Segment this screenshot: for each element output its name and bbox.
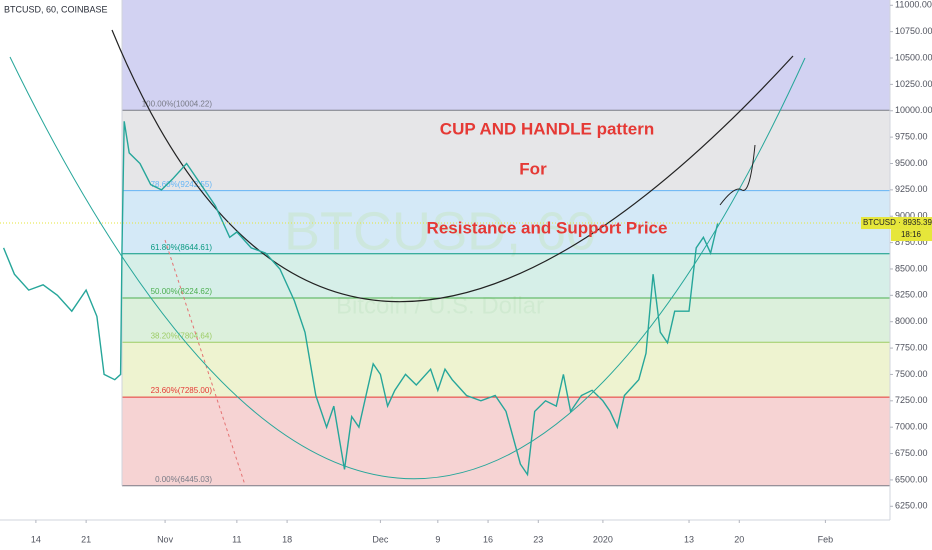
watermark: BTCUSD, 60 (284, 201, 596, 261)
y-tick-label: 9500.00 (895, 158, 928, 168)
fib-bands (122, 0, 891, 486)
handle-sketch (719, 144, 756, 206)
fib-band (122, 342, 891, 398)
chart-title: BTCUSD, 60, COINBASE (4, 4, 108, 14)
x-tick-label: 23 (533, 534, 543, 544)
y-tick-label: 8750.00 (895, 237, 928, 247)
fib-band (122, 110, 891, 191)
x-tick-label: 20 (734, 534, 744, 544)
axis-bg (890, 0, 932, 550)
y-tick-label: 8250.00 (895, 290, 928, 300)
annotation: CUP AND HANDLE pattern (440, 119, 654, 138)
y-tick-label: 10500.00 (895, 52, 932, 62)
y-tick-label: 8500.00 (895, 263, 928, 273)
price-line (2, 121, 719, 477)
y-tick-label: 9250.00 (895, 184, 928, 194)
x-tick-label: 14 (31, 534, 41, 544)
y-tick-label: 7750.00 (895, 342, 928, 352)
price-series (0, 121, 890, 477)
annotation: Resistance and Support Price (427, 218, 668, 237)
x-tick-label: Feb (818, 534, 834, 544)
watermark-subtitle: Bitcoin / U.S. Dollar (336, 292, 544, 319)
fib-band (122, 253, 891, 299)
y-tick-label: 10250.00 (895, 79, 932, 89)
x-tick-label: 13 (684, 534, 694, 544)
support-arc (9, 56, 806, 479)
fib-lines: 0.00%(6445.03) 23.60%(7285.00) 38.20%(7804… (121, 0, 890, 487)
fib-label: 23.60%(7285.00) (151, 386, 213, 395)
y-tick-label: 11000.00 (895, 0, 932, 10)
x-tick-label: 18 (282, 534, 292, 544)
y-tick-label: 6750.00 (895, 448, 928, 458)
y-tick-label: 9000.00 (895, 211, 928, 221)
cup-curve (111, 29, 794, 303)
axis-bg (0, 520, 890, 550)
fib-label: 38.20%(7804.64) (151, 331, 213, 340)
axes: 6250.00 6500.00 6750.00 7000.00 7250.00 7500.… (31, 0, 932, 544)
last-price-label: BTCUSD · 8935.39 (863, 218, 932, 227)
annotation: For (519, 159, 547, 178)
y-tick-label: 10750.00 (895, 26, 932, 36)
x-tick-label: 16 (483, 534, 493, 544)
y-tick-label: 7250.00 (895, 395, 928, 405)
fib-band (122, 0, 891, 111)
y-tick-label: 8000.00 (895, 316, 928, 326)
fib-band (122, 298, 891, 343)
fib-label: 0.00%(6445.03) (155, 475, 212, 484)
fib-label: 61.80%(8644.61) (151, 243, 213, 252)
y-tick-label: 9750.00 (895, 131, 928, 141)
fib-label: 100.00%(10004.22) (142, 99, 213, 108)
y-tick-label: 10000.00 (895, 105, 932, 115)
y-tick-label: 6500.00 (895, 474, 928, 484)
fib-label: 78.60%(9242.55) (151, 180, 213, 189)
x-tick-label: Nov (157, 534, 174, 544)
x-tick-label: 9 (435, 534, 440, 544)
dashed-trend (164, 239, 246, 486)
last-price-box (861, 217, 932, 230)
x-tick-label: 2020 (593, 534, 613, 544)
x-tick-label: 21 (81, 534, 91, 544)
countdown-box (891, 229, 932, 242)
x-tick-label: Dec (372, 534, 389, 544)
y-tick-label: 6250.00 (895, 501, 928, 511)
countdown: 18:16 (901, 230, 922, 239)
x-tick-label: 11 (232, 534, 241, 544)
y-tick-label: 7500.00 (895, 369, 928, 379)
y-tick-label: 7000.00 (895, 422, 928, 432)
